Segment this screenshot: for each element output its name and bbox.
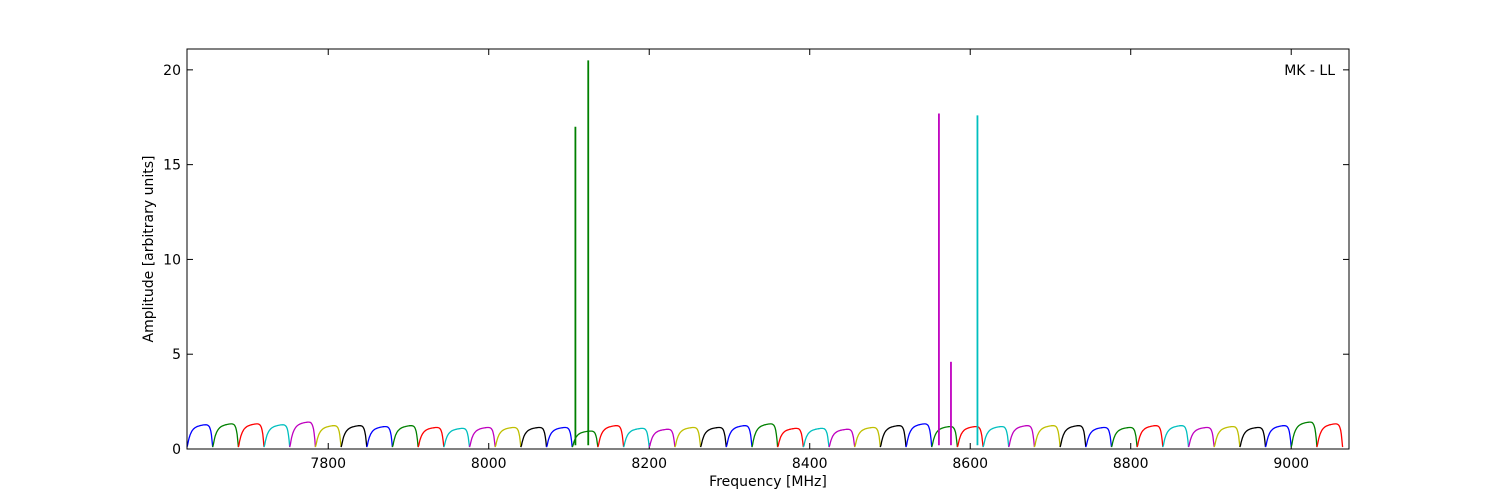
y-ticks: 0 5 10 15 20 bbox=[163, 63, 1349, 458]
channel-bandpass-line bbox=[931, 425, 959, 448]
x-axis-label: Frequency [MHz] bbox=[709, 474, 827, 490]
x-tick-label: 8400 bbox=[792, 456, 828, 472]
channel-bandpass-line bbox=[1187, 426, 1215, 448]
channel-bandpass-line bbox=[1033, 425, 1061, 448]
channel-bandpass-line bbox=[443, 427, 471, 448]
channel-bandpass-line bbox=[314, 425, 342, 448]
y-axis-label: Amplitude [arbitrary units] bbox=[141, 156, 157, 343]
chart-annotation: MK - LL bbox=[1284, 63, 1335, 79]
x-tick-label: 8200 bbox=[631, 456, 667, 472]
channel-bandpass-line bbox=[597, 425, 625, 448]
channel-bandpass-line bbox=[905, 423, 933, 448]
channel-bandpass-line bbox=[212, 423, 240, 448]
y-tick-label: 15 bbox=[163, 158, 181, 174]
channel-bandpass-line bbox=[648, 428, 676, 448]
channel-bandpass-line bbox=[417, 426, 445, 448]
y-tick-label: 0 bbox=[172, 442, 181, 458]
channel-bandpass-line bbox=[391, 425, 419, 448]
channel-bandpass-line bbox=[1264, 425, 1292, 448]
y-tick-label: 20 bbox=[163, 63, 181, 79]
channel-bandpass-line bbox=[699, 426, 727, 448]
channel-bandpass-line bbox=[1059, 425, 1087, 448]
channel-bandpass-line bbox=[725, 425, 753, 448]
channel-bandpass-line bbox=[571, 430, 599, 448]
channel-bandpass-line bbox=[1316, 423, 1344, 448]
channel-bandpass-line bbox=[1085, 426, 1113, 448]
channel-bandpass-line bbox=[777, 427, 804, 448]
channel-bandpass-line bbox=[879, 425, 907, 448]
channel-bandpass-line bbox=[186, 424, 214, 448]
x-ticks: 7800 8000 8200 8400 8600 8800 9000 bbox=[310, 49, 1309, 472]
channel-bandpass-line bbox=[982, 425, 1010, 448]
channel-bandpass-line bbox=[854, 426, 881, 448]
channel-bandpass-line bbox=[520, 426, 548, 448]
channel-bandpass-line bbox=[622, 427, 650, 448]
channel-bandpass-line bbox=[1290, 421, 1318, 448]
channel-bandpass-line bbox=[468, 426, 496, 448]
channel-bandpass-line bbox=[263, 424, 291, 448]
y-tick-label: 10 bbox=[163, 252, 181, 268]
plot-frame bbox=[186, 48, 1350, 450]
series bbox=[186, 60, 1344, 448]
channel-bandpass-line bbox=[340, 425, 368, 448]
x-tick-label: 8000 bbox=[471, 456, 507, 472]
x-tick-label: 7800 bbox=[310, 456, 346, 472]
channel-bandpass-line bbox=[802, 427, 830, 448]
x-tick-label: 8600 bbox=[952, 456, 988, 472]
y-tick-label: 5 bbox=[172, 347, 181, 363]
channel-bandpass-line bbox=[1110, 426, 1138, 448]
channel-bandpass-line bbox=[751, 423, 779, 448]
channel-bandpass-line bbox=[1136, 425, 1164, 448]
channel-bandpass-line bbox=[956, 425, 984, 448]
channel-bandpass-line bbox=[1239, 426, 1267, 448]
channel-bandpass-line bbox=[1008, 425, 1036, 448]
channel-bandpass-line bbox=[828, 428, 856, 448]
channel-bandpass-line bbox=[366, 425, 394, 448]
channel-bandpass-line bbox=[674, 426, 702, 448]
channel-bandpass-line bbox=[545, 426, 573, 448]
channel-bandpass-line bbox=[1162, 425, 1190, 448]
channel-bandpass-line bbox=[237, 423, 265, 448]
channel-bandpass-line bbox=[1213, 425, 1241, 448]
x-tick-label: 9000 bbox=[1273, 456, 1309, 472]
x-tick-label: 8800 bbox=[1113, 456, 1149, 472]
channel-bandpass-line bbox=[289, 421, 317, 448]
channel-bandpass-line bbox=[494, 426, 522, 448]
